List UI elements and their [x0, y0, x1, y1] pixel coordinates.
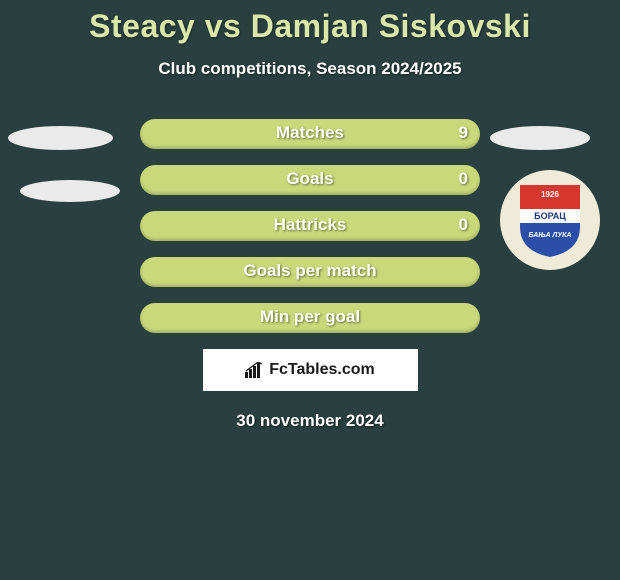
stat-label: Min per goal — [140, 307, 480, 327]
stat-value-right: 0 — [459, 169, 468, 189]
subtitle: Club competitions, Season 2024/2025 — [0, 59, 620, 79]
stat-label: Hattricks — [140, 215, 480, 235]
page-title: Steacy vs Damjan Siskovski — [0, 8, 620, 45]
stat-row: Goals0 — [140, 165, 480, 195]
stat-value-right: 0 — [459, 215, 468, 235]
stat-label: Goals — [140, 169, 480, 189]
stat-row: Hattricks0 — [140, 211, 480, 241]
stat-value-right: 9 — [459, 123, 468, 143]
stat-label: Matches — [140, 123, 480, 143]
bar-chart-icon — [245, 362, 265, 378]
stat-label: Goals per match — [140, 261, 480, 281]
watermark-text: FcTables.com — [269, 361, 375, 379]
stats-area: Matches9Goals0Hattricks0Goals per matchM… — [0, 119, 620, 333]
watermark: FcTables.com — [203, 349, 418, 391]
date-text: 30 november 2024 — [0, 411, 620, 431]
stat-row: Min per goal — [140, 303, 480, 333]
stat-row: Matches9 — [140, 119, 480, 149]
stat-row: Goals per match — [140, 257, 480, 287]
